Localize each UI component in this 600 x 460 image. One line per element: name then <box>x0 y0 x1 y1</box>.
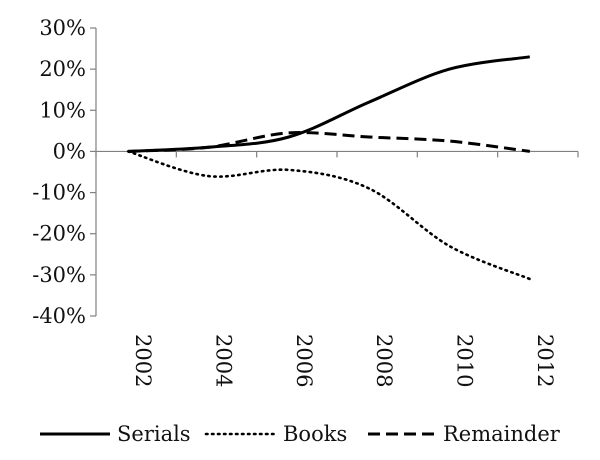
series-line-remainder <box>128 131 530 153</box>
x-tick-label: 2004 <box>211 334 235 387</box>
y-tick-label: 30% <box>39 16 86 40</box>
y-tick-label: -20% <box>32 222 86 246</box>
x-tick-label: 2008 <box>372 334 396 387</box>
y-tick-label: 20% <box>39 57 86 81</box>
series-line-books <box>126 150 532 281</box>
y-tick-label: -40% <box>32 304 86 328</box>
y-tick-label: -30% <box>32 263 86 287</box>
x-tick-label: 2002 <box>131 334 155 387</box>
x-tick-label: 2006 <box>292 334 316 387</box>
legend-label-serials: Serials <box>117 422 191 446</box>
y-tick-label: 10% <box>39 98 86 122</box>
series-lines <box>126 55 532 281</box>
series-line-serials <box>128 55 531 153</box>
y-tick-label: 0% <box>53 139 86 163</box>
legend-label-remainder: Remainder <box>443 422 561 446</box>
y-tick-label: -10% <box>32 181 86 205</box>
legend: Serials Books Remainder <box>40 422 561 446</box>
y-axis: 30% 20% 10% 0% -10% -20% -30% -40% <box>32 16 97 328</box>
x-axis: 2002 2004 2006 2008 2010 2012 <box>95 150 579 387</box>
x-tick-label: 2010 <box>452 334 476 387</box>
x-tick-label: 2012 <box>533 334 557 387</box>
legend-label-books: Books <box>283 422 347 446</box>
